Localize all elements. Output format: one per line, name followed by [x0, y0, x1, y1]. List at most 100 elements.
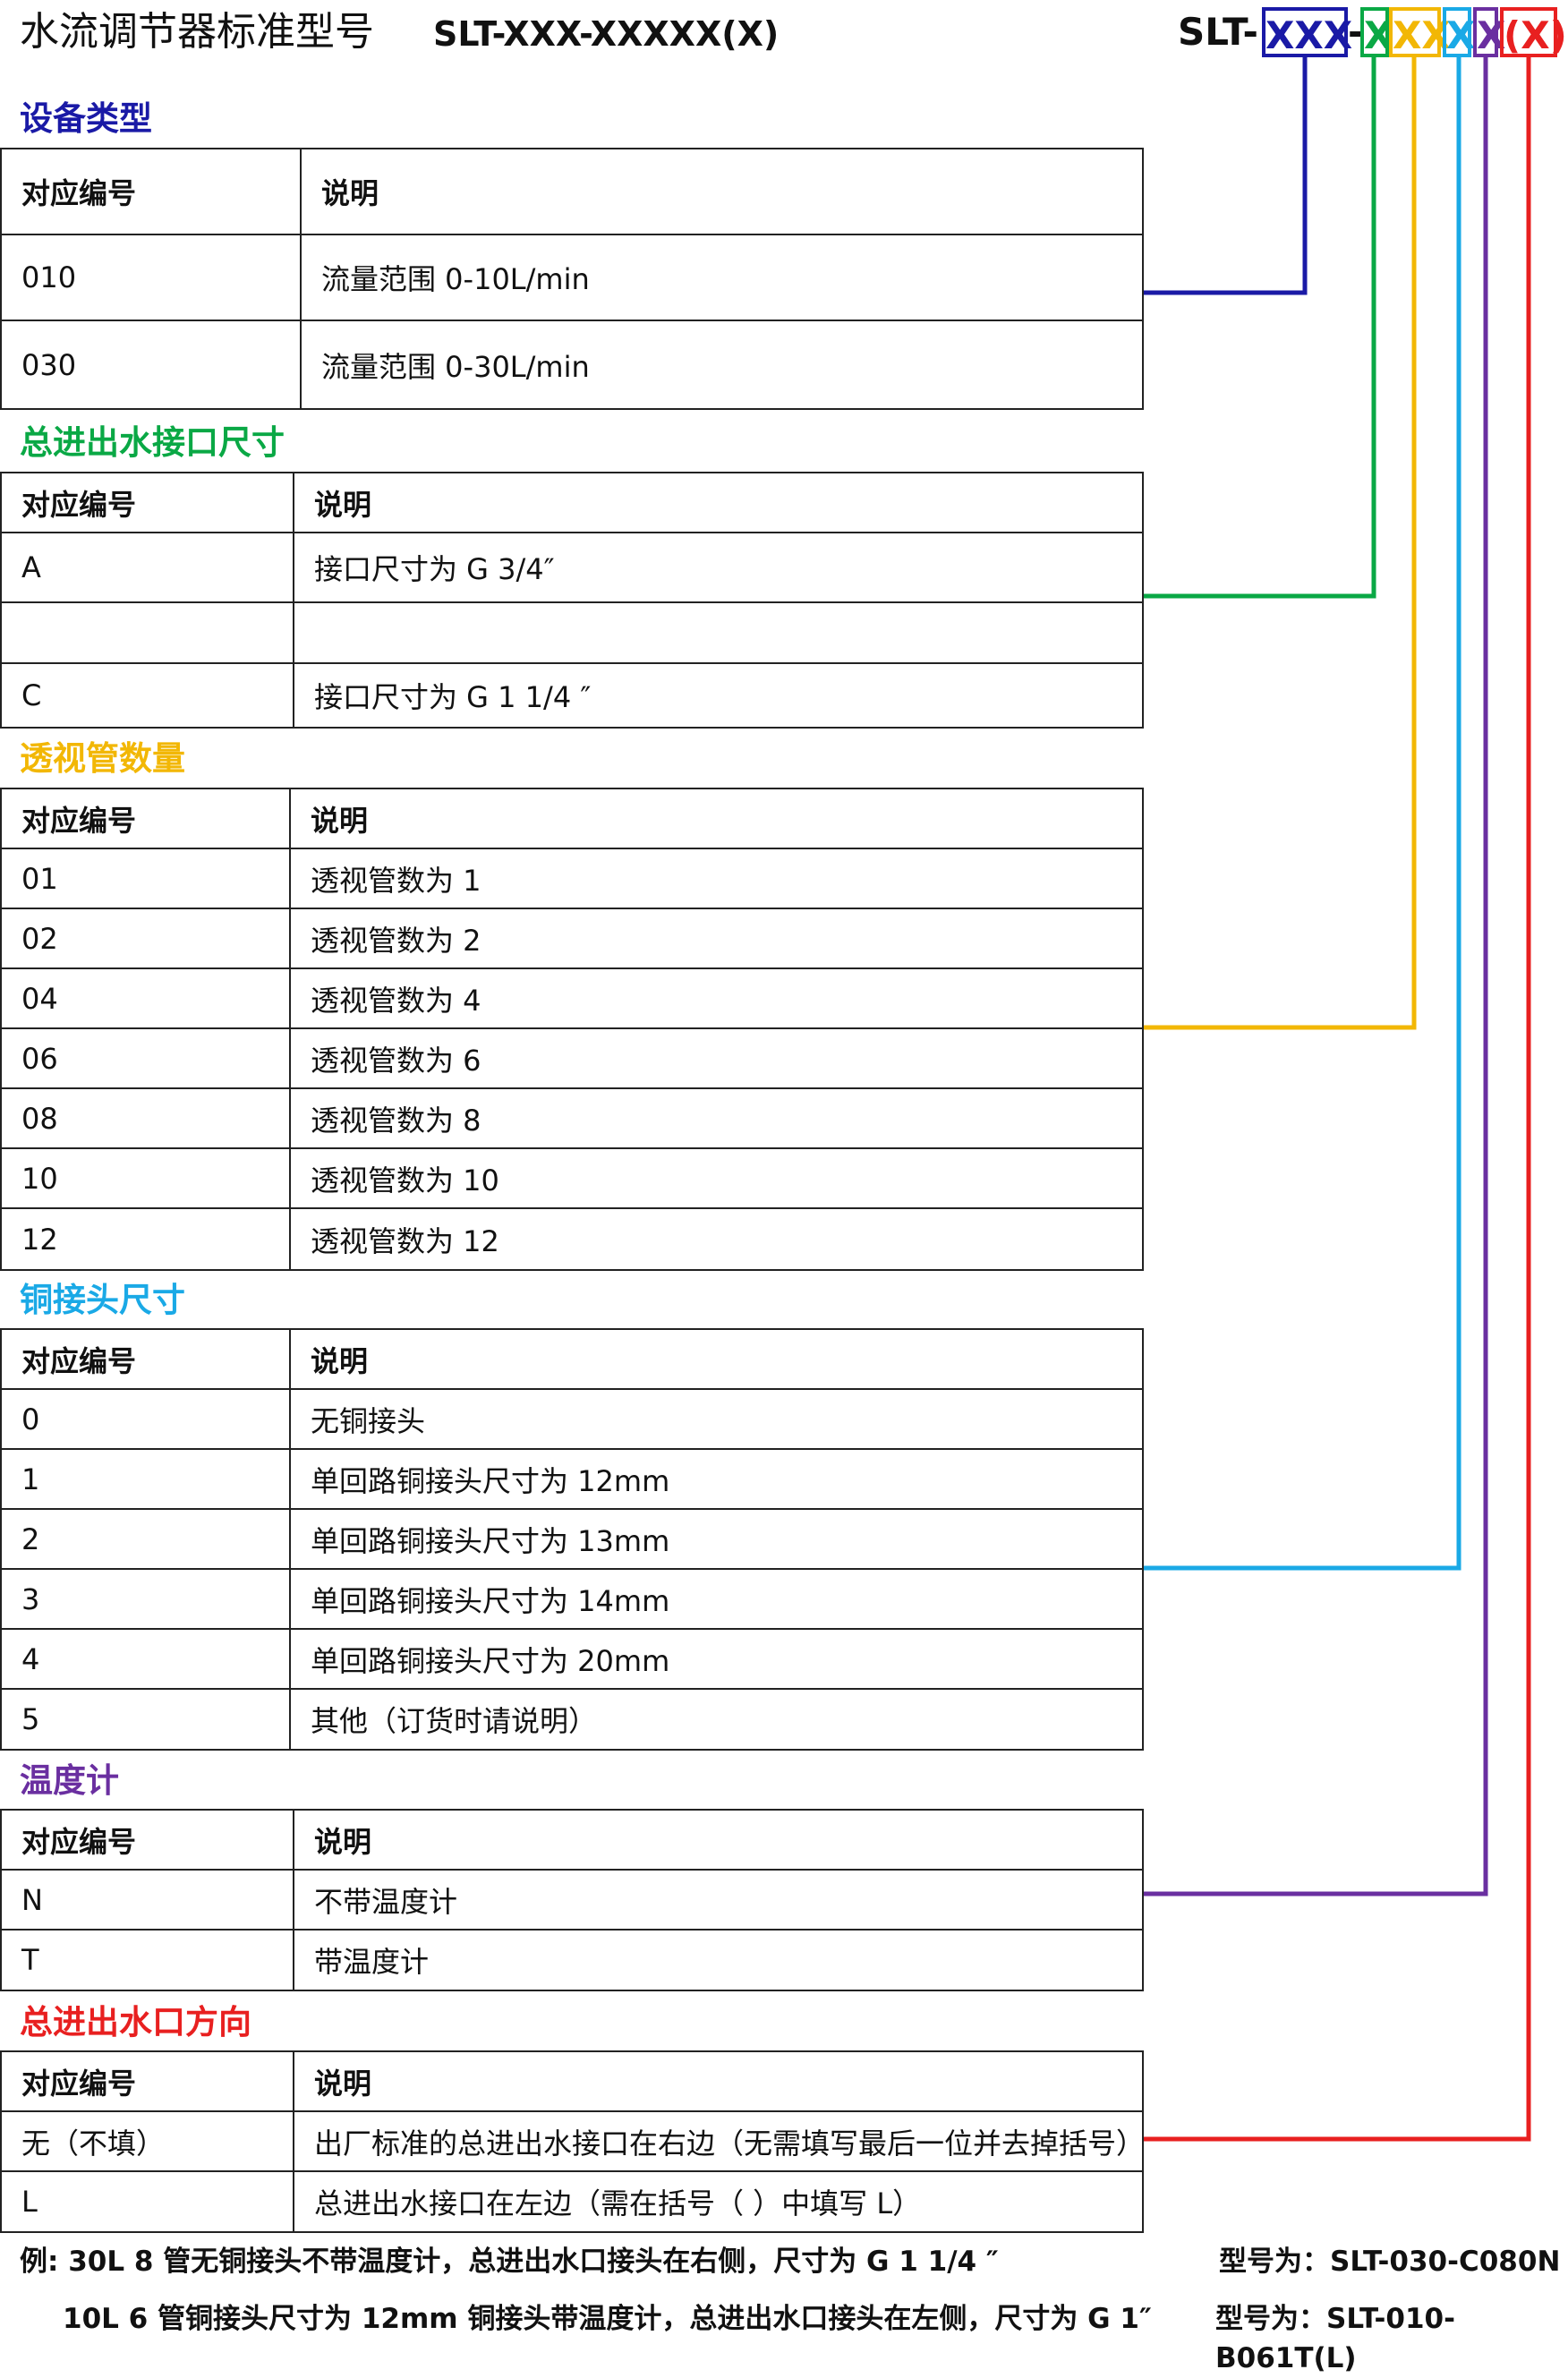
row-code: N — [0, 1869, 294, 1931]
section-title-interface-size: 总进出水接口尺寸 — [20, 423, 285, 462]
table-copper-fitting: 对应编号 说明 0 无铜接头 1 单回路铜接头尺寸为 12mm 2 单回路铜接头尺寸为… — [0, 1328, 1144, 1751]
row-desc: 单回路铜接头尺寸为 12mm — [289, 1448, 1144, 1510]
table-row: L 总进出水接口在左边（需在括号（ ）中填写 L） — [0, 2170, 1144, 2233]
row-code: 4 — [0, 1628, 291, 1690]
example-1-model: 型号为：SLT-030-C080N — [1219, 2246, 1561, 2278]
row-code: 10 — [0, 1147, 291, 1209]
section-title-device-type: 设备类型 — [20, 99, 152, 138]
row-code: 3 — [0, 1568, 291, 1630]
table-interface-size: 对应编号 说明 A 接口尺寸为 G 3/4″ C 接口尺寸为 G 1 1/4 ″ — [0, 472, 1144, 729]
code-segment-interface: X — [1360, 7, 1393, 57]
header-desc: 说明 — [293, 2050, 1144, 2112]
code-segment-copper: X — [1443, 7, 1475, 57]
row-desc: 透视管数为 10 — [289, 1147, 1144, 1209]
connector-copper — [1144, 57, 1461, 1571]
example-1-text: 例: 30L 8 管无铜接头不带温度计，总进出水口接头在右侧，尺寸为 G 1 1… — [20, 2246, 999, 2278]
connector-device — [1144, 57, 1308, 295]
code-prefix: SLT- — [1178, 10, 1258, 54]
row-code: 12 — [0, 1207, 291, 1271]
row-code: 2 — [0, 1508, 291, 1570]
row-desc: 流量范围 0-10L/min — [300, 234, 1144, 321]
header-code: 对应编号 — [0, 1328, 291, 1390]
table-row: 030 流量范围 0-30L/min — [0, 320, 1144, 410]
table-header: 对应编号 说明 — [0, 148, 1144, 235]
table-row: 1 单回路铜接头尺寸为 12mm — [0, 1448, 1144, 1510]
row-code: 030 — [0, 320, 302, 410]
row-desc: 透视管数为 12 — [289, 1207, 1144, 1271]
connector-tube — [1144, 57, 1417, 1030]
table-row: 010 流量范围 0-10L/min — [0, 234, 1144, 321]
row-code: 0 — [0, 1388, 291, 1450]
row-code: 无（不填） — [0, 2110, 294, 2172]
table-tube-count: 对应编号 说明 01 透视管数为 1 02 透视管数为 2 04 透视管数为 4 06… — [0, 788, 1144, 1271]
table-row: 02 透视管数为 2 — [0, 908, 1144, 969]
row-code: L — [0, 2170, 294, 2233]
table-header: 对应编号 说明 — [0, 1809, 1144, 1871]
row-desc: 流量范围 0-30L/min — [300, 320, 1144, 410]
code-segment-device: XXX — [1262, 7, 1352, 57]
header-code: 对应编号 — [0, 788, 291, 849]
header-code: 对应编号 — [0, 1809, 294, 1871]
row-desc: 单回路铜接头尺寸为 14mm — [289, 1568, 1144, 1630]
row-code — [0, 601, 294, 664]
row-code: 02 — [0, 908, 291, 969]
table-header: 对应编号 说明 — [0, 1328, 1144, 1390]
row-desc: 其他（订货时请说明） — [289, 1688, 1144, 1751]
table-row: C 接口尺寸为 G 1 1/4 ″ — [0, 662, 1144, 729]
table-row: 08 透视管数为 8 — [0, 1087, 1144, 1149]
table-row: T 带温度计 — [0, 1929, 1144, 1991]
section-title-direction: 总进出水口方向 — [20, 2003, 251, 2041]
section-title-copper-fitting: 铜接头尺寸 — [20, 1281, 185, 1319]
row-code: T — [0, 1929, 294, 1991]
table-row: 无（不填） 出厂标准的总进出水接口在右边（无需填写最后一位并去掉括号） — [0, 2110, 1145, 2172]
row-code: 01 — [0, 848, 291, 909]
table-row — [0, 601, 1144, 664]
table-row: 3 单回路铜接头尺寸为 14mm — [0, 1568, 1144, 1630]
row-desc: 透视管数为 6 — [289, 1027, 1144, 1089]
row-code: A — [0, 532, 294, 603]
model-format: SLT-XXX-XXXXX(X) — [433, 14, 780, 54]
header-code: 对应编号 — [0, 472, 294, 533]
table-row: 10 透视管数为 10 — [0, 1147, 1144, 1209]
row-code: 010 — [0, 234, 302, 321]
table-header: 对应编号 说明 — [0, 788, 1144, 849]
table-row: 01 透视管数为 1 — [0, 848, 1144, 909]
row-desc: 透视管数为 8 — [289, 1087, 1144, 1149]
table-direction: 对应编号 说明 无（不填） 出厂标准的总进出水接口在右边（无需填写最后一位并去掉括… — [0, 2050, 1145, 2233]
table-device-type: 对应编号 说明 010 流量范围 0-10L/min 030 流量范围 0-30… — [0, 148, 1144, 410]
row-code: C — [0, 662, 294, 729]
header-desc: 说明 — [300, 148, 1144, 235]
row-desc: 单回路铜接头尺寸为 13mm — [289, 1508, 1144, 1570]
table-header: 对应编号 说明 — [0, 2050, 1144, 2112]
row-desc: 出厂标准的总进出水接口在右边（无需填写最后一位并去掉括号） — [293, 2110, 1145, 2172]
row-desc — [293, 601, 1144, 664]
table-thermometer: 对应编号 说明 N 不带温度计 T 带温度计 — [0, 1809, 1144, 1991]
table-row: 5 其他（订货时请说明） — [0, 1688, 1144, 1751]
example-2-text: 10L 6 管铜接头尺寸为 12mm 铜接头带温度计，总进出水口接头在左侧，尺寸… — [63, 2303, 1152, 2335]
table-row: A 接口尺寸为 G 3/4″ — [0, 532, 1144, 603]
section-title-thermometer: 温度计 — [20, 1761, 119, 1800]
header-desc: 说明 — [289, 788, 1144, 849]
row-code: 1 — [0, 1448, 291, 1510]
connector-interface — [1144, 57, 1376, 599]
row-desc: 接口尺寸为 G 3/4″ — [293, 532, 1144, 603]
row-desc: 带温度计 — [293, 1929, 1144, 1991]
table-row: 2 单回路铜接头尺寸为 13mm — [0, 1508, 1144, 1570]
row-code: 06 — [0, 1027, 291, 1089]
table-row: 04 透视管数为 4 — [0, 967, 1144, 1029]
row-code: 5 — [0, 1688, 291, 1751]
table-header: 对应编号 说明 — [0, 472, 1144, 533]
row-desc: 不带温度计 — [293, 1869, 1144, 1931]
table-row: 0 无铜接头 — [0, 1388, 1144, 1450]
section-title-tube-count: 透视管数量 — [20, 739, 185, 778]
header-desc: 说明 — [289, 1328, 1144, 1390]
row-desc: 单回路铜接头尺寸为 20mm — [289, 1628, 1144, 1690]
table-row: 4 单回路铜接头尺寸为 20mm — [0, 1628, 1144, 1690]
code-segment-direction: (X) — [1500, 7, 1567, 57]
table-row: 06 透视管数为 6 — [0, 1027, 1144, 1089]
row-desc: 透视管数为 2 — [289, 908, 1144, 969]
table-row: 12 透视管数为 12 — [0, 1207, 1144, 1271]
row-code: 08 — [0, 1087, 291, 1149]
row-desc: 总进出水接口在左边（需在括号（ ）中填写 L） — [293, 2170, 1144, 2233]
